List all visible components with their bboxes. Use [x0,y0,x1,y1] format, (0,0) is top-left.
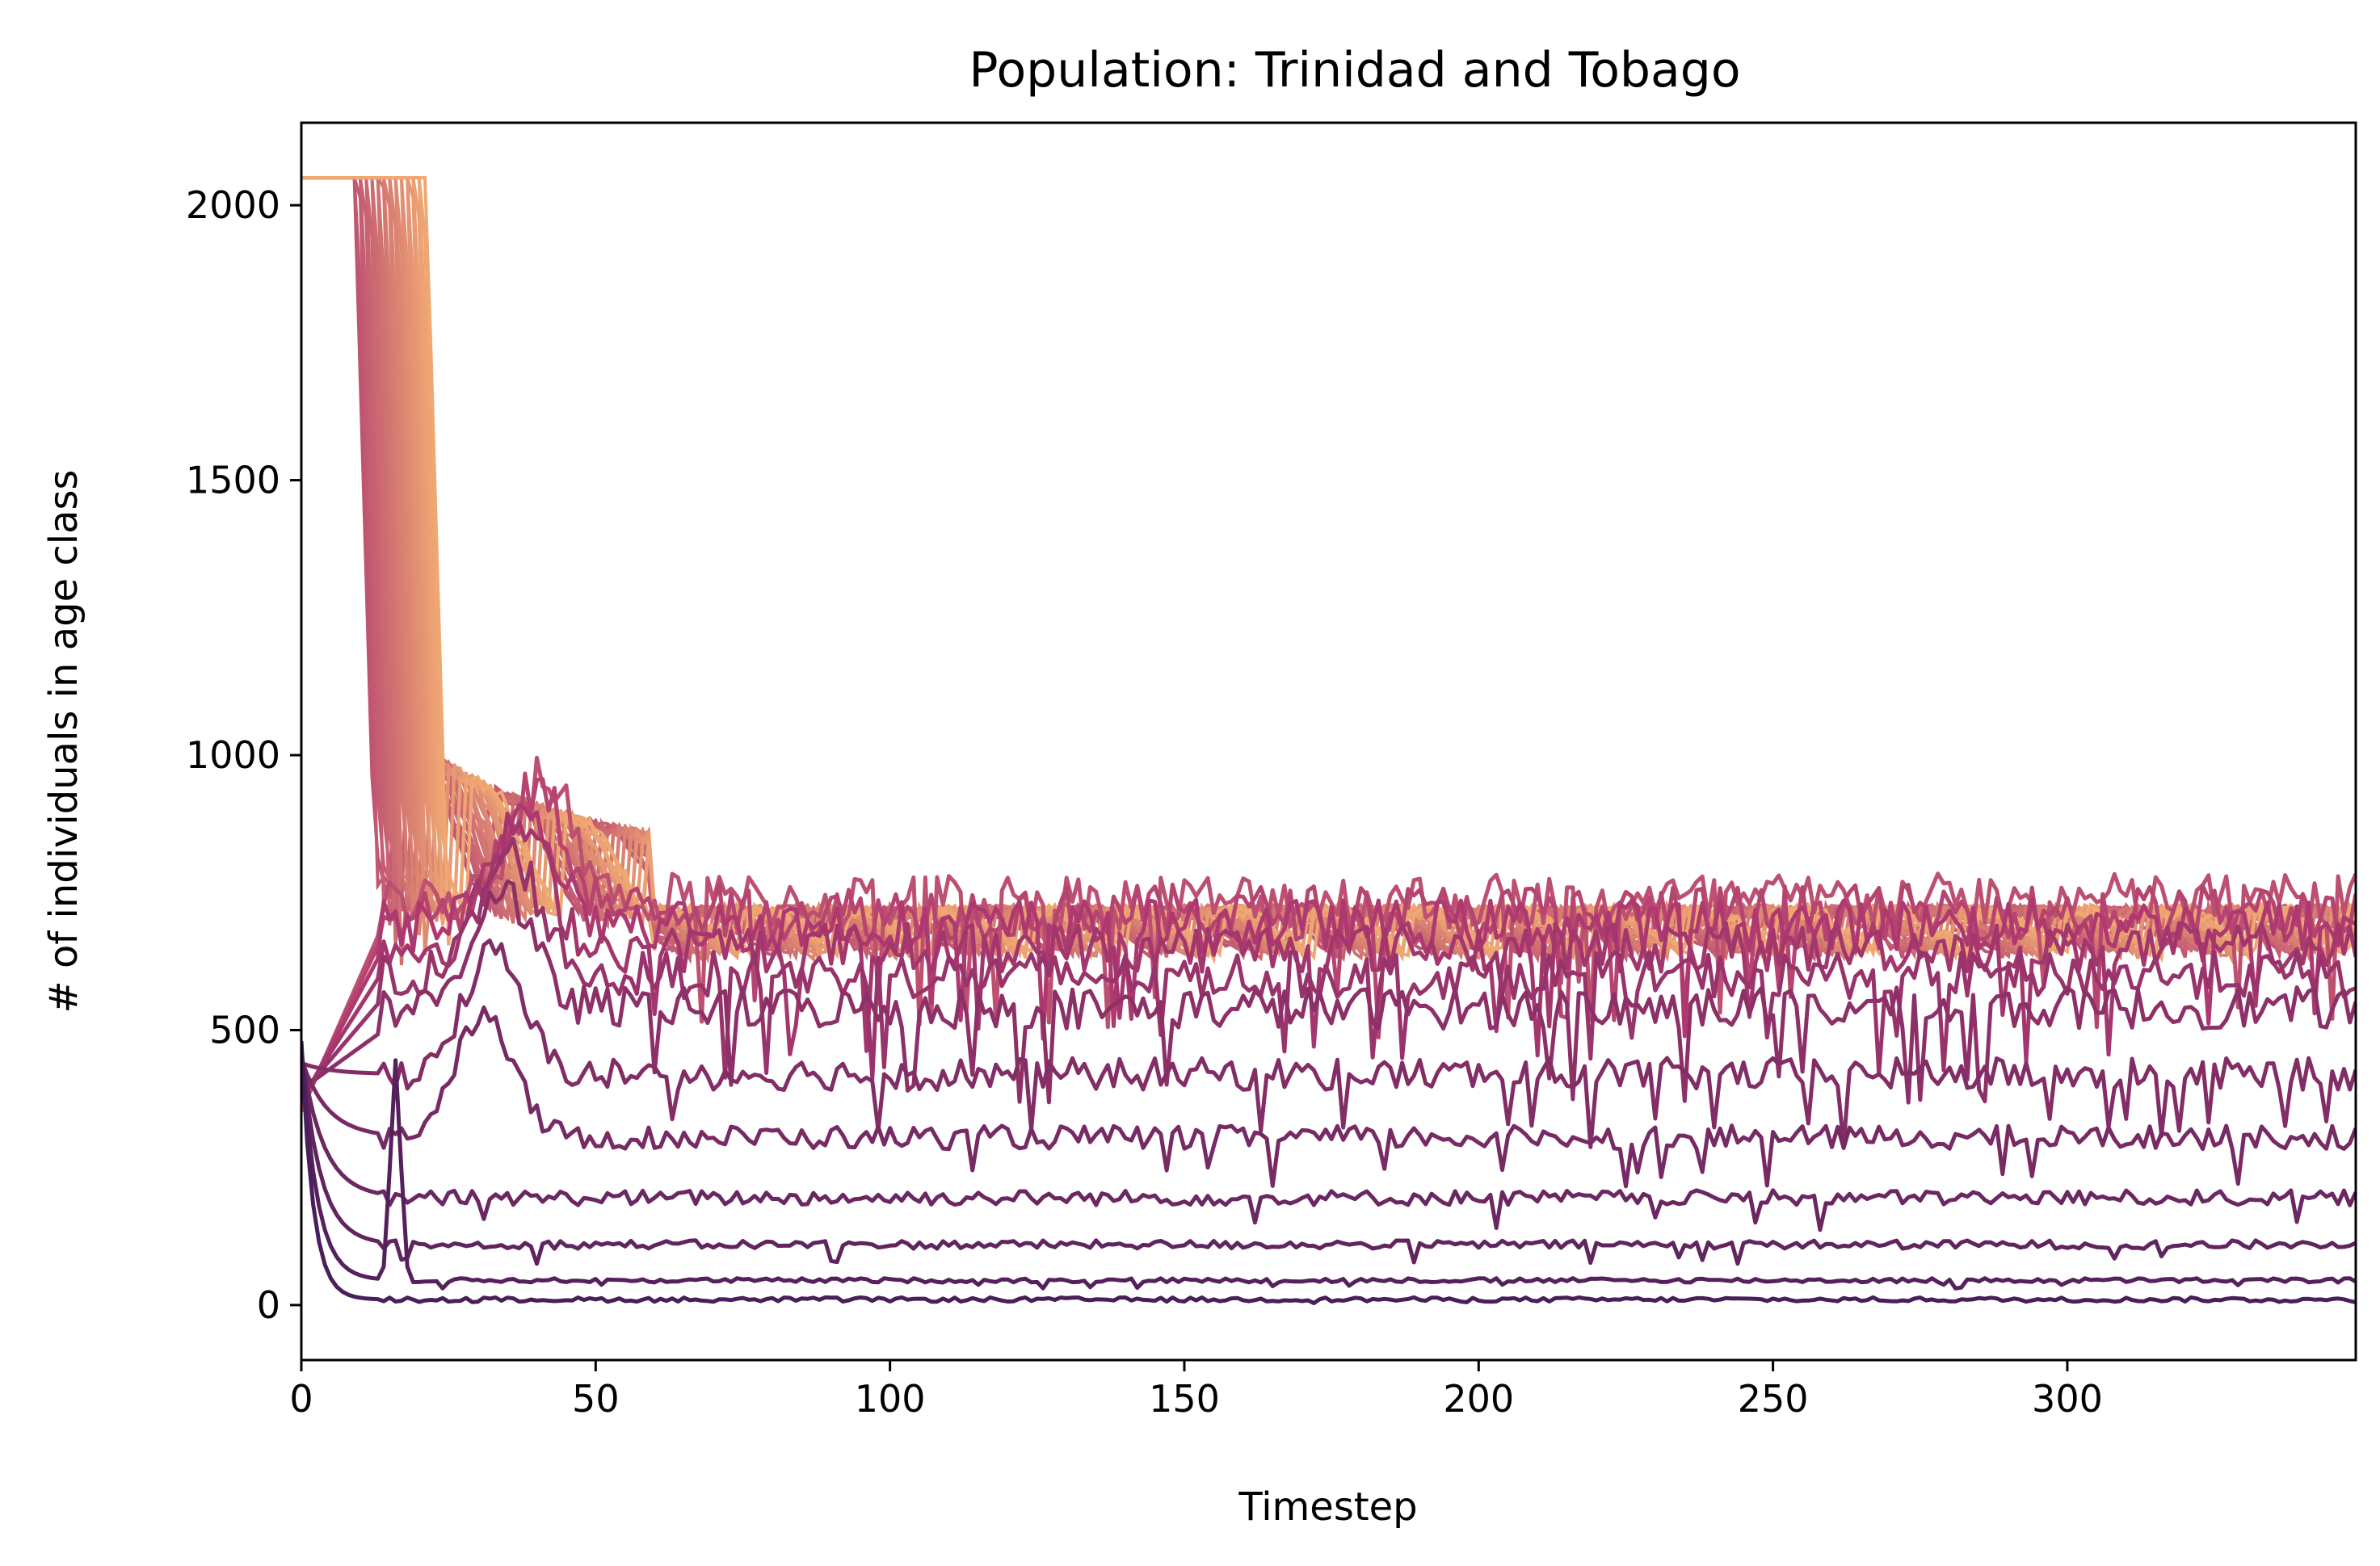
series-line-age-class-6 [301,938,2356,1149]
series-line-older-age-class [301,176,2356,963]
x-tick-label: 100 [855,1377,926,1421]
series-line-age-class-12 [301,755,2356,1113]
series-line-older-age-class [301,176,2356,961]
series-line-older-age-class [301,176,2356,963]
series-layer [301,176,2356,1305]
series-line-age-class-8 [301,836,2356,1096]
series-line-older-age-class [301,176,2356,963]
x-tick-label: 300 [2032,1377,2103,1421]
series-line-older-age-class [301,176,2356,965]
series-line-older-age-class [301,176,2356,961]
x-tick-label: 150 [1149,1377,1220,1421]
series-line-older-age-class [301,176,2356,964]
y-axis-title: # of individuals in age class [41,469,86,1013]
series-line-older-age-class [301,176,2356,964]
y-tick-label: 0 [257,1283,280,1327]
series-line-age-class-2 [301,1045,2356,1291]
y-tick-label: 2000 [186,183,280,227]
x-tick-label: 200 [1443,1377,1514,1421]
x-tick-label: 250 [1738,1377,1809,1421]
series-line-older-age-class [301,176,2356,962]
series-line-older-age-class [301,176,2356,961]
y-tick-label: 500 [209,1008,280,1052]
x-axis-title: Timestep [1238,1484,1417,1530]
series-line-older-age-class [301,176,2356,964]
plot-frame [300,121,2357,1362]
series-line-older-age-class [301,176,2356,963]
y-tick-label: 1500 [186,459,280,502]
series-line-older-age-class [301,176,2356,964]
series-line-age-class-3 [301,1049,2356,1266]
series-line-older-age-class [301,176,2356,964]
series-line-age-class-7 [301,879,2356,1105]
series-line-older-age-class [301,176,2356,962]
series-line-older-age-class [301,176,2356,961]
series-line-older-age-class [301,176,2356,960]
series-line-older-age-class [301,176,2356,963]
chart-title: Population: Trinidad and Tobago [969,42,1740,99]
series-line-age-class-1 [301,1040,2356,1305]
series-line-older-age-class [301,176,2356,960]
y-tick-label: 1000 [186,733,280,777]
series-line-age-class-10 [301,802,2356,1104]
series-line-older-age-class [301,176,2356,961]
series-line-age-class-9 [301,812,2356,1100]
series-line-older-age-class [301,176,2356,960]
x-tick-label: 50 [572,1377,620,1421]
series-line-older-age-class [301,176,2356,965]
y-axis: 0 500 1000 1500 2000 [186,183,301,1327]
series-line-older-age-class [301,176,2356,964]
series-line-age-class-5 [301,1005,2356,1189]
series-line-older-age-class [301,176,2356,964]
series-line-older-age-class [301,176,2356,961]
series-line-age-class-4 [301,1053,2356,1232]
x-axis: 0 50 100 150 200 250 300 [289,1360,2103,1421]
x-tick-label: 0 [289,1377,313,1421]
series-line-older-age-class [301,176,2356,962]
series-line-older-age-class [301,176,2356,960]
